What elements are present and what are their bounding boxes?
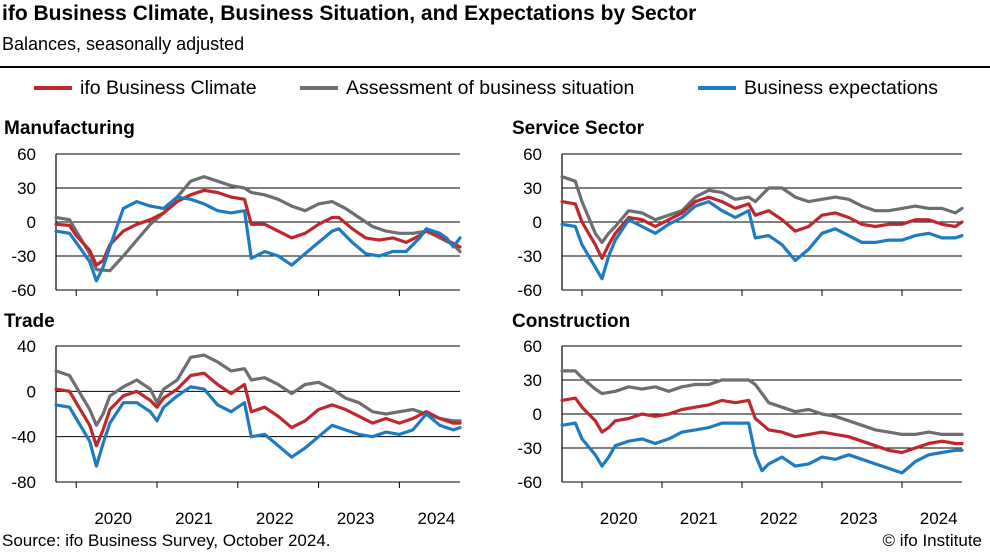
legend-item-situation: Assessment of business situation (300, 74, 634, 102)
copyright-note: © ifo Institute (882, 531, 982, 550)
series-line-expectations-manufacturing (54, 195, 462, 283)
series-line-situation-construction (560, 369, 964, 436)
x-tick-label-trade: 2020 (94, 509, 132, 528)
header-rule (0, 66, 990, 68)
x-tick-label-construction: 2024 (920, 509, 958, 528)
y-tick-label-manufacturing: -60 (11, 281, 36, 300)
x-tick-label-trade: 2022 (256, 509, 294, 528)
y-tick-label-construction: 30 (523, 371, 542, 390)
legend-item-climate: ifo Business Climate (34, 74, 257, 102)
legend-label-climate: ifo Business Climate (80, 76, 257, 99)
y-tick-label-services: 60 (523, 145, 542, 164)
panel-title-trade: Trade (4, 311, 55, 332)
series-line-expectations-construction (560, 421, 964, 475)
legend-label-expectations: Business expectations (744, 76, 939, 99)
y-tick-label-construction: -60 (517, 473, 542, 492)
series-line-situation-services (560, 175, 964, 244)
series-line-situation-manufacturing (54, 175, 462, 273)
y-tick-label-construction: -30 (517, 439, 542, 458)
series-line-climate-construction (560, 396, 964, 455)
legend: ifo Business Climate Assessment of busin… (0, 74, 990, 102)
series-line-climate-trade (54, 371, 462, 448)
y-tick-label-trade: 40 (17, 337, 36, 356)
legend-swatch-situation (300, 86, 338, 90)
panel-title-manufacturing: Manufacturing (4, 118, 135, 139)
series-line-expectations-trade (54, 385, 462, 468)
y-tick-label-services: -60 (517, 281, 542, 300)
y-tick-label-services: 30 (523, 179, 542, 198)
y-tick-label-manufacturing: 0 (27, 213, 36, 232)
legend-swatch-expectations (698, 86, 736, 90)
chart-title: ifo Business Climate, Business Situation… (2, 2, 697, 25)
y-tick-label-trade: -40 (11, 428, 36, 447)
series-line-expectations-services (560, 200, 964, 281)
y-tick-label-manufacturing: -30 (11, 247, 36, 266)
x-tick-label-trade: 2021 (175, 509, 213, 528)
x-tick-label-construction: 2020 (600, 509, 638, 528)
x-tick-label-construction: 2022 (760, 509, 798, 528)
panel-title-services: Service Sector (512, 118, 645, 139)
x-tick-label-construction: 2021 (680, 509, 718, 528)
y-tick-label-services: -30 (517, 247, 542, 266)
legend-label-situation: Assessment of business situation (346, 76, 635, 99)
y-tick-label-trade: 0 (27, 382, 36, 401)
x-tick-label-construction: 2023 (840, 509, 878, 528)
panel-title-construction: Construction (512, 311, 630, 332)
y-tick-label-construction: 0 (533, 405, 542, 424)
series-line-climate-services (560, 195, 964, 260)
series-line-situation-trade (54, 353, 462, 427)
y-tick-label-construction: 60 (523, 337, 542, 356)
y-tick-label-manufacturing: 60 (17, 145, 36, 164)
y-tick-label-trade: -80 (11, 473, 36, 492)
source-note: Source: ifo Business Survey, October 202… (2, 531, 331, 550)
y-tick-label-manufacturing: 30 (17, 179, 36, 198)
x-tick-label-trade: 2023 (337, 509, 375, 528)
x-tick-label-trade: 2024 (418, 509, 456, 528)
chart-subtitle: Balances, seasonally adjusted (2, 34, 245, 54)
legend-swatch-climate (34, 86, 72, 90)
y-tick-label-services: 0 (533, 213, 542, 232)
legend-item-expectations: Business expectations (698, 74, 938, 102)
